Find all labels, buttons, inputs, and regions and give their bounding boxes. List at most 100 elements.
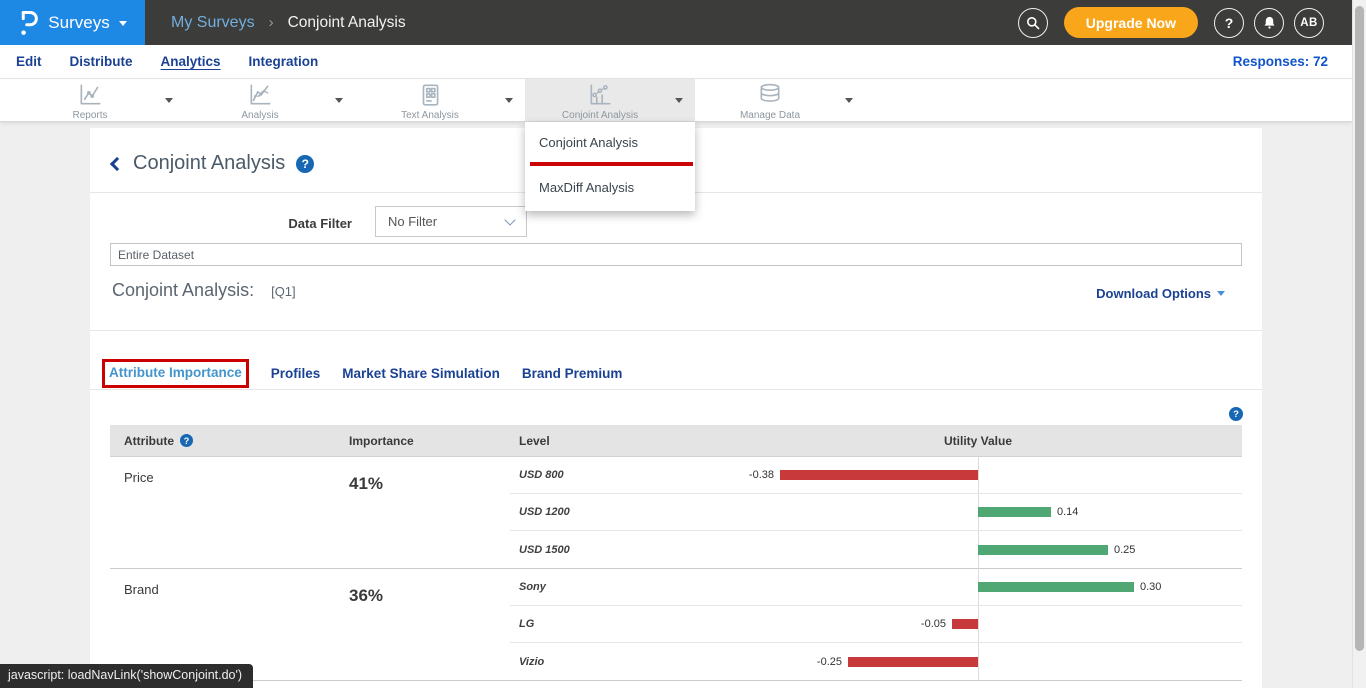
data-filter-label: Data Filter xyxy=(288,216,352,231)
dataset-field[interactable] xyxy=(110,243,1242,266)
utility-bar xyxy=(780,470,978,480)
table-help-icon[interactable]: ? xyxy=(1229,407,1243,421)
level-row: USD 800 -0.38 xyxy=(510,457,1242,494)
page-help-icon[interactable]: ? xyxy=(296,154,315,173)
zero-axis-line xyxy=(978,457,979,680)
nav-analytics[interactable]: Analytics xyxy=(160,54,221,69)
bar-value-label: -0.38 xyxy=(748,469,774,481)
search-button[interactable] xyxy=(1017,7,1048,38)
tab-brand-premium[interactable]: Brand Premium xyxy=(521,366,623,381)
toolbar-label-manage-data: Manage Data xyxy=(739,110,801,121)
conjoint-dropdown-menu: Conjoint Analysis MaxDiff Analysis xyxy=(525,122,695,211)
level-label: Vizio xyxy=(519,655,545,668)
attribute-group-brand: Brand 36% Sony 0.30 LG -0.05 Vizio xyxy=(110,568,1242,680)
database-icon xyxy=(760,83,780,102)
red-annotation-underline xyxy=(530,162,693,166)
download-caret-icon xyxy=(1217,291,1225,296)
reports-chart-icon xyxy=(80,84,101,105)
toolbar-item-reports[interactable]: Reports xyxy=(15,79,185,121)
analysis-title: Conjoint Analysis: xyxy=(112,280,255,300)
toolbar-item-manage-data[interactable]: Manage Data xyxy=(695,79,865,121)
user-avatar[interactable]: AB xyxy=(1294,7,1324,38)
level-row: USD 1500 0.25 xyxy=(510,531,1242,568)
level-label: LG xyxy=(519,618,535,630)
toolbar-label-conjoint-analysis: Conjoint Analysis xyxy=(561,110,639,121)
upgrade-now-button[interactable]: Upgrade Now xyxy=(1063,7,1198,38)
level-label: USD 1500 xyxy=(519,543,570,556)
nav-integration[interactable]: Integration xyxy=(248,54,319,69)
help-button[interactable]: ? xyxy=(1214,7,1244,38)
analytics-toolbar: Reports Analysis Text Analysis xyxy=(0,78,1352,122)
menu-item-conjoint-analysis[interactable]: Conjoint Analysis xyxy=(539,135,638,150)
download-options-button[interactable]: Download Options xyxy=(1096,286,1225,301)
utility-bar xyxy=(978,544,1108,555)
conjoint-analysis-chart-icon xyxy=(590,84,611,105)
page-title: Conjoint Analysis xyxy=(133,152,286,174)
search-icon xyxy=(1026,16,1040,29)
utility-bar xyxy=(978,507,1051,517)
level-label: USD 800 xyxy=(519,469,564,481)
manage-data-caret-icon[interactable] xyxy=(845,97,853,103)
table-body: Price 41% USD 800 -0.38 USD 1200 0.14 US… xyxy=(110,457,1242,681)
product-switcher[interactable]: Surveys xyxy=(0,0,145,45)
top-bar: Surveys My Surveys › Conjoint Analysis U… xyxy=(0,0,1352,45)
product-name: Surveys xyxy=(48,12,110,32)
responses-count: Responses: 72 xyxy=(1232,54,1328,69)
topbar-actions: Upgrade Now ? AB xyxy=(1017,7,1324,38)
toolbar-label-text-analysis: Text Analysis xyxy=(401,110,459,121)
tab-market-share-simulation[interactable]: Market Share Simulation xyxy=(342,366,500,381)
attribute-group-price: Price 41% USD 800 -0.38 USD 1200 0.14 US… xyxy=(110,457,1242,568)
notifications-button[interactable] xyxy=(1254,7,1284,38)
chevron-down-icon xyxy=(504,213,516,226)
col-level: Level xyxy=(519,433,550,448)
questionpro-logo-icon xyxy=(18,8,39,38)
bar-value-label: -0.05 xyxy=(920,618,946,630)
utility-bar xyxy=(848,656,978,667)
breadcrumb-separator: › xyxy=(268,14,274,31)
bar-value-label: -0.25 xyxy=(816,655,842,668)
analysis-question-code: [Q1] xyxy=(271,284,296,299)
divider xyxy=(90,330,1262,331)
menu-item-maxdiff-analysis[interactable]: MaxDiff Analysis xyxy=(539,180,635,195)
text-analysis-caret-icon[interactable] xyxy=(505,97,513,103)
page-scrollbar xyxy=(1352,0,1366,688)
nav-edit[interactable]: Edit xyxy=(16,54,42,69)
breadcrumb-my-surveys[interactable]: My Surveys xyxy=(171,13,255,31)
toolbar-item-conjoint-analysis[interactable]: Conjoint Analysis xyxy=(525,79,695,121)
utility-bar xyxy=(978,582,1134,592)
bar-value-label: 0.25 xyxy=(1114,543,1136,556)
attribute-name: Brand xyxy=(124,582,159,597)
link-status-tooltip: javascript: loadNavLink('showConjoint.do… xyxy=(0,664,254,688)
attribute-help-icon[interactable]: ? xyxy=(180,434,193,447)
level-row: LG -0.05 xyxy=(510,606,1242,643)
text-analysis-document-icon xyxy=(422,84,439,106)
toolbar-label-reports: Reports xyxy=(72,110,108,121)
level-row: Vizio -0.25 xyxy=(510,643,1242,680)
conjoint-analysis-caret-icon[interactable] xyxy=(675,97,683,103)
divider xyxy=(90,389,1262,390)
attribute-importance-table: Attribute ? Importance Level Utility Val… xyxy=(110,425,1242,681)
col-importance: Importance xyxy=(349,433,414,448)
attribute-name: Price xyxy=(124,470,154,485)
bar-value-label: 0.14 xyxy=(1057,506,1079,518)
utility-bar xyxy=(952,619,978,629)
breadcrumb: My Surveys › Conjoint Analysis xyxy=(171,14,406,32)
toolbar-item-text-analysis[interactable]: Text Analysis xyxy=(355,79,525,121)
data-filter-select[interactable]: No Filter xyxy=(375,206,527,237)
nav-distribute[interactable]: Distribute xyxy=(69,54,133,69)
analysis-caret-icon[interactable] xyxy=(335,97,343,103)
tab-attribute-importance[interactable]: Attribute Importance xyxy=(109,365,242,380)
conjoint-analysis-panel: Conjoint Analysis ? Data Filter No Filte… xyxy=(90,128,1262,688)
toolbar-label-analysis: Analysis xyxy=(241,110,279,121)
table-header-row: Attribute ? Importance Level Utility Val… xyxy=(110,425,1242,457)
reports-caret-icon[interactable] xyxy=(165,97,173,103)
toolbar-item-analysis[interactable]: Analysis xyxy=(185,79,355,121)
tab-profiles[interactable]: Profiles xyxy=(270,366,321,381)
bar-value-label: 0.30 xyxy=(1140,581,1162,593)
back-chevron-icon[interactable] xyxy=(109,156,125,171)
result-tabs: Attribute Importance Profiles Market Sha… xyxy=(102,359,622,388)
survey-nav: Edit Distribute Analytics Integration Re… xyxy=(0,45,1352,78)
col-utility-value: Utility Value xyxy=(943,433,1013,448)
scrollbar-thumb[interactable] xyxy=(1355,6,1364,651)
level-label: USD 1200 xyxy=(519,506,570,518)
